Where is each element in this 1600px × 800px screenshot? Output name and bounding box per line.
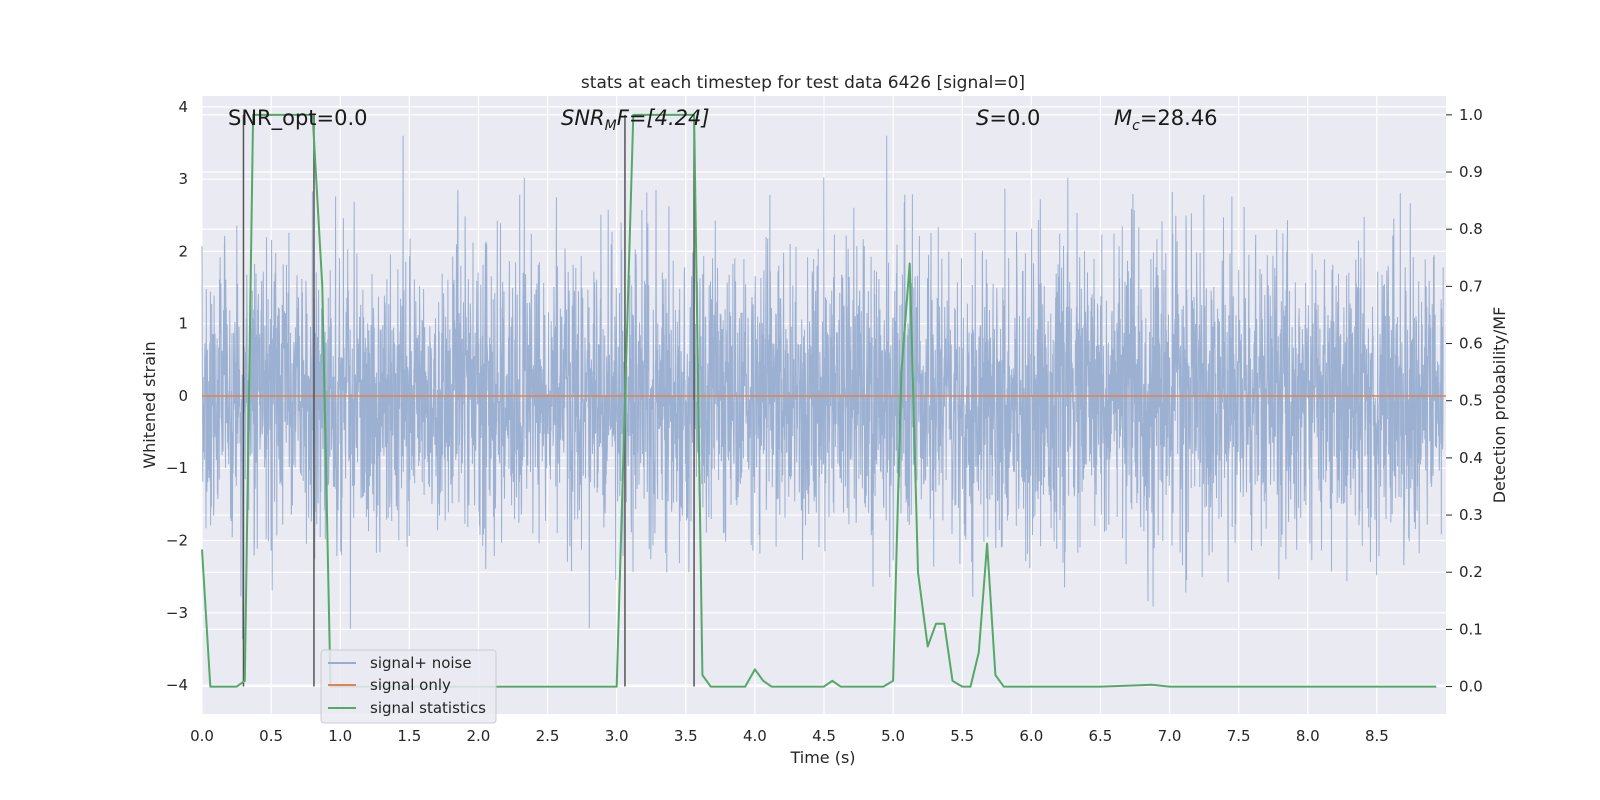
y-tick-label-7: −3 <box>166 604 188 622</box>
annotation-mc-value: =28.46 <box>1140 106 1218 130</box>
x-tick-label-2: 1.0 <box>328 727 352 745</box>
y-axis-label: Whitened strain <box>140 341 159 468</box>
y2-tick-label-0: 1.0 <box>1459 106 1483 124</box>
annotation-snr-mf-base: SNR <box>561 106 605 130</box>
series-line-signal-statistics <box>201 113 1437 688</box>
y-tick-label-1: 3 <box>178 170 188 188</box>
y2-tick-label-7: 0.3 <box>1459 506 1483 524</box>
x-tick-label-15: 7.5 <box>1227 727 1251 745</box>
annotation-snr-opt: SNR_opt=0.0 <box>228 106 368 131</box>
y2-tick-label-2: 0.8 <box>1459 220 1483 238</box>
annotation-mc-base: M <box>1114 106 1132 130</box>
x-tick-label-1: 0.5 <box>259 727 283 745</box>
x-tick-label-13: 6.5 <box>1089 727 1113 745</box>
legend-label-signal-only: signal only <box>370 676 451 694</box>
y-tick-label-0: 4 <box>178 98 188 116</box>
y-tick-label-2: 2 <box>178 242 188 260</box>
x-tick-label-0: 0.0 <box>190 727 214 745</box>
y2-tick-label-6: 0.4 <box>1459 449 1483 467</box>
y2-axis-ticks: 1.0 0.9 0.8 0.7 0.6 0.5 0.4 0.3 0.2 0.1 0.0 <box>1446 106 1483 696</box>
x-tick-label-6: 3.0 <box>605 727 629 745</box>
annotation-snr-mf: SNRMF=[4.24] <box>561 106 710 134</box>
y-tick-label-4: 0 <box>178 387 188 405</box>
y-tick-label-6: −2 <box>166 532 188 550</box>
annotation-mc-sub: c <box>1132 118 1140 134</box>
x-tick-label-16: 8.0 <box>1296 727 1320 745</box>
x-axis-ticks: 0.0 0.5 1.0 1.5 2.0 2.5 3.0 3.5 4.0 4.5 5.0 5.5 6.0 6… <box>190 727 1389 745</box>
y2-axis-label: Detection probability/MF <box>1490 307 1509 504</box>
x-tick-label-14: 7.0 <box>1158 727 1182 745</box>
annotation-mc: Mc=28.46 <box>1114 106 1218 134</box>
x-tick-label-8: 4.0 <box>743 727 767 745</box>
y2-tick-label-1: 0.9 <box>1459 163 1483 181</box>
annotation-snr-mf-sub: M <box>605 118 617 134</box>
y2-tick-label-8: 0.2 <box>1459 563 1483 581</box>
legend: signal+ noise signal only signal statist… <box>320 649 497 724</box>
annotation-snr-mf-rest: F=[4.24] <box>617 106 710 130</box>
y2-tick-label-3: 0.7 <box>1459 277 1483 295</box>
y2-tick-label-10: 0.0 <box>1459 678 1483 696</box>
annotation-s-value: =0.0 <box>989 106 1040 130</box>
y-tick-label-8: −4 <box>166 676 188 694</box>
x-tick-label-5: 2.5 <box>536 727 560 745</box>
y2-tick-label-4: 0.6 <box>1459 335 1483 353</box>
x-tick-label-4: 2.0 <box>467 727 491 745</box>
x-axis-label: Time (s) <box>789 748 855 767</box>
x-tick-label-11: 5.5 <box>950 727 974 745</box>
annotation-s-label: S <box>976 106 989 130</box>
series-line-signal-noise <box>201 135 1444 640</box>
y2-tick-label-9: 0.1 <box>1459 620 1483 638</box>
x-tick-label-3: 1.5 <box>397 727 421 745</box>
x-tick-label-9: 4.5 <box>812 727 836 745</box>
y-axis-ticks: 4 3 2 1 0 −1 −2 −3 −4 <box>166 98 188 694</box>
legend-label-signal-noise: signal+ noise <box>370 654 472 672</box>
x-tick-label-7: 3.5 <box>674 727 698 745</box>
signal-statistics-series <box>201 113 1437 688</box>
x-tick-label-10: 5.0 <box>881 727 905 745</box>
y-tick-label-5: −1 <box>166 459 188 477</box>
legend-label-signal-statistics: signal statistics <box>370 699 486 717</box>
chart-title: stats at each timestep for test data 642… <box>581 73 1025 93</box>
signal-noise-series <box>201 135 1444 640</box>
y-tick-label-3: 1 <box>178 315 188 333</box>
legend-box <box>320 649 497 724</box>
y2-tick-label-5: 0.5 <box>1459 392 1483 410</box>
x-tick-label-12: 6.0 <box>1019 727 1043 745</box>
annotation-s: S=0.0 <box>976 106 1040 130</box>
x-tick-label-17: 8.5 <box>1365 727 1389 745</box>
